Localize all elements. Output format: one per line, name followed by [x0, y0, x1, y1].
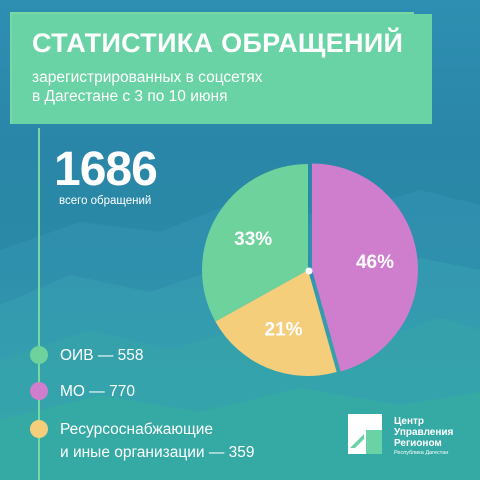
page-subtitle: зарегистрированных в соцсетях в Дагестан… [32, 68, 263, 106]
pie-slice-resource [215, 270, 337, 376]
subtitle-line-1: зарегистрированных в соцсетях [32, 69, 263, 86]
pie-center-dot [305, 267, 313, 275]
legend-label-mo: МО — 770 [60, 383, 135, 400]
logo-region: Республика Дагестан [394, 450, 449, 456]
pie-label-mo: 46% [356, 252, 394, 273]
pie-label-resource: 21% [265, 320, 303, 341]
header-banner: СТАТИСТИКА ОБРАЩЕНИЙ зарегистрированных … [12, 14, 432, 124]
logo-mark-icon [348, 414, 382, 454]
legend-label-resource-line-2: и иные организации — 359 [60, 444, 255, 461]
legend-label-resource-line-1: Ресурсоснабжающие [60, 421, 214, 438]
legend-label-oiv: ОИВ — 558 [60, 347, 144, 364]
pie-chart: 46% 21% 33% [202, 163, 418, 376]
total-count: 1686 [54, 143, 158, 196]
legend-dot-resource [30, 420, 48, 438]
pie-slice-oiv [202, 164, 308, 322]
legend-item-oiv: ОИВ — 558 [30, 344, 144, 367]
total-count-label: всего обращений [59, 195, 152, 207]
logo-line-3: Регионом [394, 438, 442, 449]
legend-dot-mo [30, 382, 48, 400]
subtitle-line-2: в Дагестане с 3 по 10 июня [32, 88, 228, 105]
accent-vertical-line [38, 128, 40, 480]
legend-item-mo: МО — 770 [30, 380, 135, 403]
logo: Центр Управления Регионом Республика Даг… [344, 408, 474, 468]
pie-label-oiv: 33% [234, 229, 272, 250]
logo-line-2: Управления [394, 427, 454, 438]
pie-slice-mo [311, 163, 418, 372]
logo-text: Центр Управления Регионом [394, 416, 453, 449]
legend-item-resource: Ресурсоснабжающие и иные организации — 3… [30, 418, 255, 464]
logo-line-1: Центр [394, 416, 425, 427]
legend-dot-oiv [30, 346, 48, 364]
page-title: СТАТИСТИКА ОБРАЩЕНИЙ [32, 28, 404, 58]
